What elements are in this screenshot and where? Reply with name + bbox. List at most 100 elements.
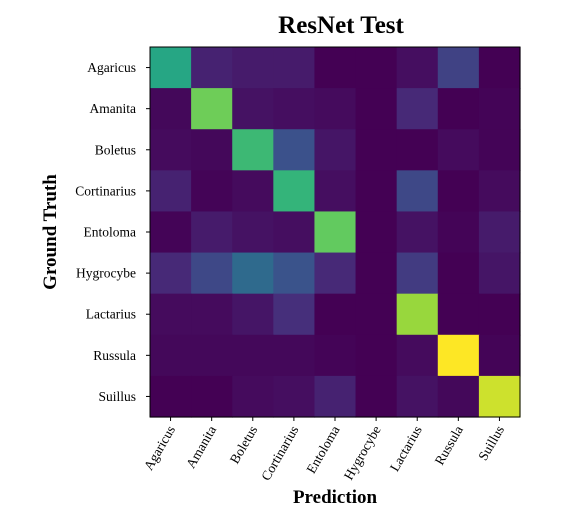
- heatmap-cell: [191, 293, 233, 336]
- y-tick-label: Cortinarius: [75, 183, 136, 198]
- heatmap-cell: [273, 88, 316, 130]
- y-tick-labels: Agaricus Amanita Boletus Cortinarius Entolom…: [75, 60, 150, 404]
- heatmap-cell: [191, 375, 233, 418]
- heatmap-cell: [273, 47, 316, 89]
- heatmap-cell: [478, 170, 521, 213]
- y-tick-label: Agaricus: [87, 60, 136, 75]
- heatmap-cell: [355, 252, 398, 295]
- heatmap-cell: [150, 252, 192, 295]
- heatmap-cell: [191, 47, 233, 89]
- y-tick-label: Lactarius: [86, 307, 136, 322]
- heatmap-cell: [232, 375, 274, 418]
- heatmap-cell: [150, 375, 192, 418]
- heatmap-cell: [478, 293, 521, 336]
- heatmap-cell: [396, 252, 439, 295]
- heatmap-cell: [396, 47, 439, 89]
- heatmap-cell: [478, 334, 521, 377]
- heatmap-cell: [396, 334, 439, 377]
- heatmap-cell: [232, 170, 274, 213]
- heatmap-cell: [314, 88, 357, 130]
- heatmap-cell: [396, 375, 439, 418]
- x-axis-label: Prediction: [293, 487, 378, 508]
- heatmap-cells: [150, 47, 521, 418]
- heatmap-cell: [437, 88, 480, 130]
- heatmap-cell: [273, 170, 316, 213]
- x-tick-label: Amanita: [183, 423, 219, 471]
- heatmap-cell: [191, 211, 233, 254]
- heatmap-cell: [150, 334, 192, 377]
- heatmap-cell: [355, 375, 398, 418]
- y-tick-label: Russula: [93, 348, 136, 363]
- heatmap-cell: [191, 88, 233, 130]
- heatmap-cell: [232, 252, 274, 295]
- y-tick-label: Amanita: [90, 101, 137, 116]
- y-tick-label: Entoloma: [84, 225, 137, 240]
- y-tick-label: Suillus: [98, 389, 136, 404]
- heatmap-cell: [478, 211, 521, 254]
- heatmap-cell: [232, 211, 274, 254]
- heatmap-cell: [478, 129, 521, 171]
- heatmap-cell: [314, 252, 357, 295]
- heatmap-cell: [478, 375, 521, 418]
- heatmap-cell: [396, 170, 439, 213]
- heatmap-cell: [314, 47, 357, 89]
- heatmap-cell: [232, 334, 274, 377]
- heatmap-cell: [437, 375, 480, 418]
- heatmap-cell: [478, 88, 521, 130]
- y-tick-label: Boletus: [95, 142, 136, 157]
- heatmap-cell: [273, 293, 316, 336]
- heatmap-cell: [437, 293, 480, 336]
- heatmap-cell: [478, 252, 521, 295]
- heatmap-cell: [273, 252, 316, 295]
- heatmap-cell: [314, 375, 357, 418]
- heatmap-cell: [150, 129, 192, 171]
- heatmap-cell: [437, 211, 480, 254]
- heatmap-cell: [314, 211, 357, 254]
- heatmap-cell: [437, 170, 480, 213]
- heatmap-cell: [355, 88, 398, 130]
- heatmap-cell: [314, 129, 357, 171]
- heatmap-cell: [191, 129, 233, 171]
- heatmap-cell: [273, 334, 316, 377]
- heatmap-cell: [355, 334, 398, 377]
- x-tick-label: Entoloma: [303, 423, 342, 476]
- heatmap-cell: [150, 170, 192, 213]
- heatmap-cell: [437, 252, 480, 295]
- heatmap-cell: [396, 88, 439, 130]
- x-tick-label: Boletus: [227, 423, 261, 466]
- x-tick-label: Suillus: [475, 423, 507, 463]
- heatmap-cell: [437, 334, 480, 377]
- x-tick-label: Agaricus: [141, 423, 178, 473]
- heatmap-cell: [273, 375, 316, 418]
- x-tick-label: Russula: [432, 423, 466, 468]
- heatmap-cell: [150, 88, 192, 130]
- y-tick-label: Hygrocybe: [76, 266, 136, 281]
- heatmap-cell: [355, 170, 398, 213]
- heatmap-cell: [273, 129, 316, 171]
- heatmap-cell: [150, 211, 192, 254]
- heatmap-cell: [314, 293, 357, 336]
- x-tick-label: Cortinarius: [258, 423, 301, 483]
- heatmap-cell: [437, 129, 480, 171]
- heatmap-cell: [232, 293, 274, 336]
- heatmap-cell: [232, 47, 274, 89]
- heatmap-cell: [191, 170, 233, 213]
- x-tick-label: Hygrocybe: [341, 423, 384, 482]
- heatmap-cell: [191, 334, 233, 377]
- heatmap-cell: [396, 293, 439, 336]
- heatmap-cell: [396, 129, 439, 171]
- heatmap-cell: [191, 252, 233, 295]
- heatmap-cell: [355, 211, 398, 254]
- heatmap-cell: [273, 211, 316, 254]
- heatmap-cell: [355, 47, 398, 89]
- heatmap-cell: [396, 211, 439, 254]
- heatmap-cell: [150, 293, 192, 336]
- heatmap-cell: [150, 47, 192, 89]
- heatmap-cell: [355, 293, 398, 336]
- y-axis-label: Ground Truth: [40, 174, 61, 290]
- heatmap-cell: [314, 170, 357, 213]
- x-tick-label: Lactarius: [387, 423, 425, 474]
- heatmap-cell: [314, 334, 357, 377]
